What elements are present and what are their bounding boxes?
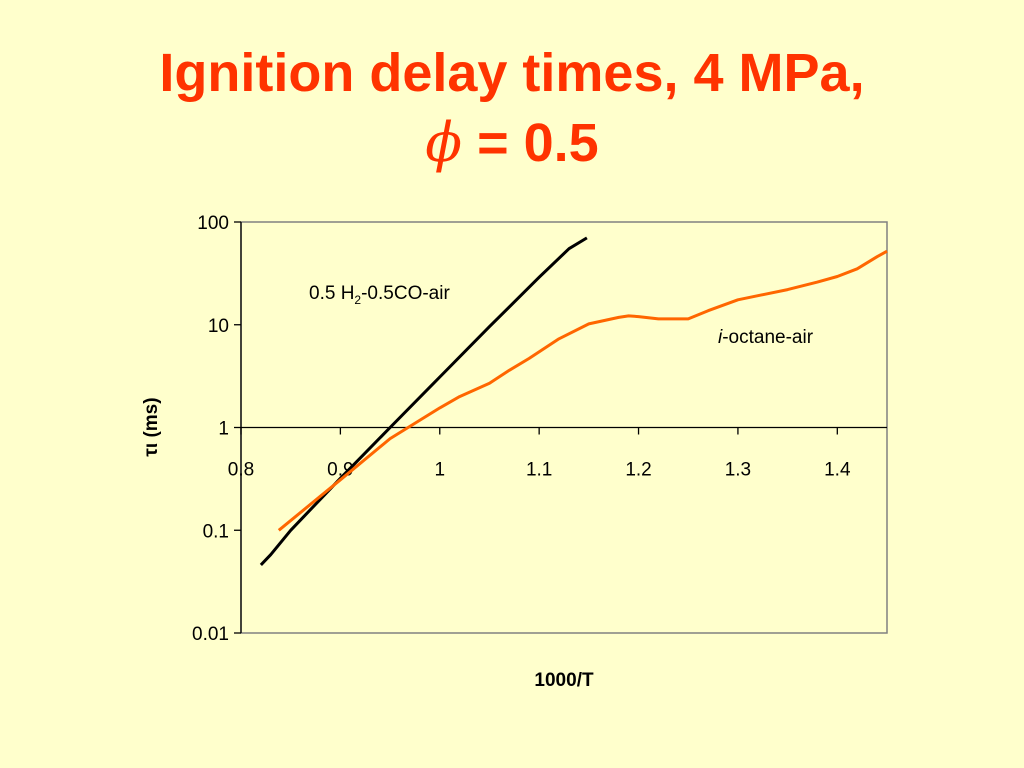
title-line-1: Ignition delay times, 4 MPa, — [159, 43, 865, 103]
series-line-h2-co-air — [259, 236, 588, 566]
series-label-i-octane-air: i-octane-air — [718, 327, 814, 348]
series-label-i-italic: i — [718, 327, 723, 348]
y-tick-label: 10 — [208, 316, 229, 337]
y-tick-label: 1 — [218, 419, 229, 440]
x-tick-label: 1.1 — [526, 460, 552, 481]
y-tick-label: 0.1 — [203, 521, 229, 542]
series-label-h2-co-air-part: -0.5CO-air — [361, 283, 450, 304]
x-tick-label: 1.2 — [625, 460, 651, 481]
series-line-i-octane-air — [277, 249, 888, 532]
x-tick-label: 0.8 — [228, 460, 254, 481]
y-tick-label: 100 — [197, 213, 229, 234]
title-line-2: ϕ = 0.5 — [0, 108, 1024, 178]
x-axis-title: 1000/T — [534, 670, 594, 691]
x-tick-label: 1 — [434, 460, 445, 481]
y-axis-title: τι (ms) — [141, 397, 162, 456]
series-label-h2-subscript: 2 — [354, 293, 361, 307]
page-title: Ignition delay times, 4 MPa, ϕ = 0.5 — [0, 38, 1024, 178]
series-label-i-octane-air-part: -octane-air — [722, 327, 813, 348]
x-tick-label: 1.4 — [824, 460, 851, 481]
x-tick-label: 1.3 — [725, 460, 751, 481]
phi-symbol: ϕ — [425, 111, 463, 174]
series-label-h2-co-air: 0.5 H2-0.5CO-air — [309, 283, 450, 307]
title-line-2-rest: = 0.5 — [462, 113, 599, 173]
series-group — [259, 236, 888, 566]
labels-group: 0.5 H2-0.5CO-air i-octane-air 1000/T τι (ms… — [141, 283, 814, 691]
y-tick-label: 0.01 — [192, 624, 229, 645]
series-label-h2-co-air-part: 0.5 H — [309, 283, 354, 304]
